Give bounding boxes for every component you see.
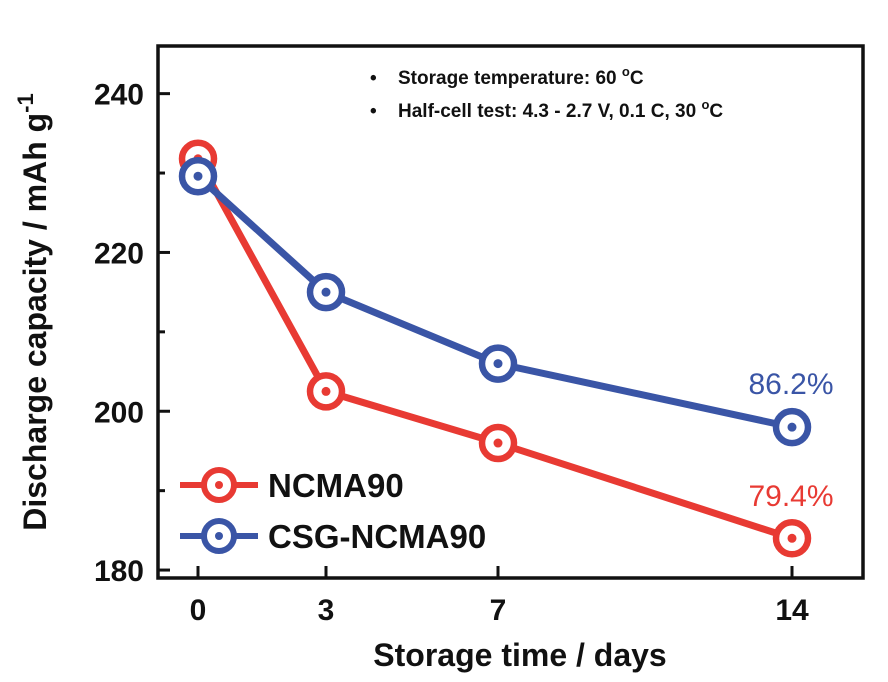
- note-storage-temperature: Storage temperature: 60 oC: [398, 64, 644, 89]
- retention-label-ncma90: 79.4%: [748, 480, 833, 513]
- legend-item-ncma90: NCMA90: [180, 467, 404, 504]
- legend-label-ncma90: NCMA90: [268, 467, 404, 504]
- note-2-unit: C: [709, 101, 723, 122]
- legend: NCMA90 CSG-NCMA90: [180, 467, 486, 555]
- y-axis-title-superscript: -1: [13, 93, 38, 113]
- note-2-degree: o: [701, 97, 709, 112]
- x-tick-label-0: 0: [190, 594, 207, 627]
- retention-label-csg-ncma90: 86.2%: [748, 368, 833, 401]
- series-line-ncma90: [194, 155, 796, 542]
- data-point-dot-csg-ncma90-day-0: [193, 171, 203, 181]
- annotation-notes: • Storage temperature: 60 oC • Half-cell…: [370, 64, 723, 122]
- note-half-cell-test: Half-cell test: 4.3 - 2.7 V, 0.1 C, 30 o…: [398, 97, 723, 122]
- legend-marker-dot-csg-ncma90: [215, 532, 223, 540]
- note-bullet-1: •: [370, 68, 377, 89]
- plot-frame: [156, 44, 865, 580]
- legend-marker-dot-ncma90: [215, 481, 223, 489]
- y-axis-title-text: Discharge capacity / mAh g: [17, 113, 53, 531]
- legend-item-csg-ncma90: CSG-NCMA90: [180, 518, 486, 555]
- note-1-degree: o: [622, 64, 630, 79]
- data-point-dot-csg-ncma90-day-3: [321, 287, 331, 297]
- note-1-unit: C: [630, 68, 644, 89]
- note-2-text: Half-cell test: 4.3 - 2.7 V, 0.1 C, 30: [398, 101, 701, 122]
- y-tick-label-220: 220: [94, 237, 144, 270]
- y-axis: 180 200 220 240: [94, 79, 170, 588]
- data-point-dot-ncma90-day-3: [321, 386, 331, 396]
- x-tick-label-3: 3: [318, 594, 335, 627]
- x-axis: 0 3 7 14: [190, 566, 809, 627]
- series-layer: [178, 139, 812, 558]
- data-point-dot-csg-ncma90-day-14: [787, 422, 797, 432]
- series-line-csg-ncma90: [194, 172, 796, 431]
- x-axis-title: Storage time / days: [373, 637, 666, 673]
- x-tick-label-7: 7: [490, 594, 507, 627]
- x-tick-label-14: 14: [775, 594, 809, 627]
- y-axis-title: Discharge capacity / mAh g-1: [13, 93, 53, 530]
- y-tick-label-200: 200: [94, 396, 144, 429]
- y-tick-label-180: 180: [94, 555, 144, 588]
- y-tick-label-240: 240: [94, 79, 144, 112]
- data-point-dot-ncma90-day-7: [493, 438, 503, 448]
- data-point-dot-csg-ncma90-day-7: [493, 359, 503, 369]
- note-bullet-2: •: [370, 101, 377, 122]
- legend-label-csg-ncma90: CSG-NCMA90: [268, 518, 486, 555]
- note-1-text: Storage temperature: 60: [398, 68, 622, 89]
- data-point-dot-ncma90-day-14: [787, 533, 797, 543]
